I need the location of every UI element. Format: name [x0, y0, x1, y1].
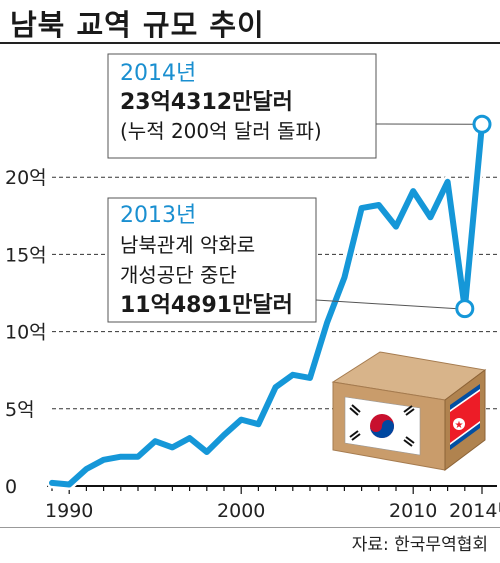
x-tick-label: 2000: [217, 500, 265, 522]
annotation-box: [107, 53, 377, 159]
x-tick-label: 2014년: [449, 500, 500, 522]
y-tick-label: 10억: [5, 322, 47, 344]
series-line-path: [49, 121, 485, 488]
annotation-year: 2013년: [120, 203, 196, 228]
annotation-line: 11억4891만달러: [120, 293, 293, 318]
north-korea-flag-icon: ★: [450, 384, 480, 450]
series-line: [46, 118, 488, 490]
title-divider: [0, 42, 500, 44]
annotations: 2014년 23억4312만달러 (누적 200억 달러 돌파) 2013년남북관계 …: [107, 53, 492, 323]
y-axis-labels: 0 5억 10억 15억 20억: [5, 167, 47, 498]
x-axis-labels: 1990 2000 2010 2014년: [45, 486, 500, 522]
x-tick-label: 1990: [45, 500, 93, 522]
annotation-box: [107, 197, 317, 323]
annotation-line: 23억4312만달러: [120, 90, 293, 115]
y-tick-label: 5억: [5, 399, 35, 421]
y-tick-label: 0: [5, 476, 17, 498]
annotation-leader-line: [315, 299, 456, 310]
annotation-line: 개성공단 중단: [120, 263, 237, 287]
x-tick-label: 2010: [389, 500, 437, 522]
trade-box-illustration: ★: [331, 351, 487, 471]
y-tick-label: 20억: [5, 167, 47, 189]
annotation-line: 남북관계 악화로: [120, 233, 255, 257]
south-korea-flag-icon: [344, 396, 421, 456]
svg-text:★: ★: [455, 420, 464, 431]
source-divider: [0, 527, 500, 528]
annotation-year: 2014년: [120, 61, 196, 86]
highlight-point-marker: [455, 299, 475, 319]
highlight-point-marker: [472, 114, 492, 134]
y-tick-label: 15억: [5, 244, 47, 266]
page-title: 남북 교역 규모 추이: [10, 8, 265, 42]
annotation-line: (누적 200억 달러 돌파): [120, 119, 322, 143]
source-note: 자료: 한국무역협회: [351, 535, 488, 555]
